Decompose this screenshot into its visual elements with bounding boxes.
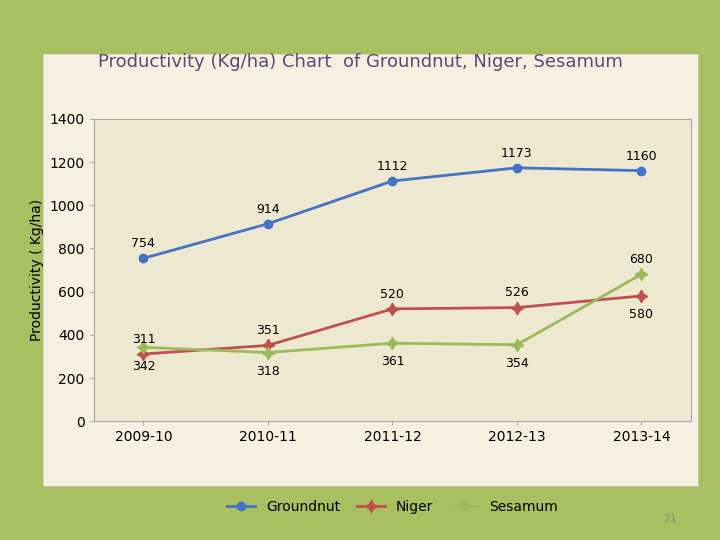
Text: 680: 680 — [629, 253, 653, 266]
Text: 520: 520 — [380, 288, 405, 301]
Text: 354: 354 — [505, 357, 528, 370]
Groundnut — [264, 220, 272, 227]
Text: 21: 21 — [662, 514, 677, 524]
Niger — [513, 305, 521, 311]
Groundnut — [513, 165, 521, 171]
Text: 342: 342 — [132, 360, 156, 373]
Text: 311: 311 — [132, 333, 156, 346]
Sesamum — [513, 341, 521, 348]
Sesamum — [264, 349, 272, 356]
Text: 361: 361 — [381, 355, 404, 368]
Line: Groundnut: Groundnut — [139, 164, 646, 262]
Groundnut — [139, 255, 148, 261]
Text: Productivity (Kg/ha) Chart  of Groundnut, Niger, Sesamum: Productivity (Kg/ha) Chart of Groundnut,… — [98, 53, 622, 71]
Text: 1112: 1112 — [377, 160, 408, 173]
Legend: Groundnut, Niger, Sesamum: Groundnut, Niger, Sesamum — [222, 495, 563, 520]
Y-axis label: Productivity ( Kg/ha): Productivity ( Kg/ha) — [30, 199, 44, 341]
Groundnut — [637, 167, 646, 174]
Sesamum — [388, 340, 397, 347]
Text: 318: 318 — [256, 364, 280, 378]
Niger — [264, 342, 272, 349]
Text: 580: 580 — [629, 308, 653, 321]
Line: Niger: Niger — [137, 289, 648, 360]
Text: 1173: 1173 — [501, 147, 533, 160]
Sesamum — [637, 271, 646, 278]
Line: Sesamum: Sesamum — [137, 268, 648, 359]
Text: 914: 914 — [256, 202, 279, 215]
Text: 754: 754 — [132, 237, 156, 250]
Niger — [637, 293, 646, 299]
Text: 351: 351 — [256, 325, 280, 338]
Text: 526: 526 — [505, 287, 528, 300]
Sesamum — [139, 344, 148, 350]
Text: 1160: 1160 — [626, 150, 657, 163]
Niger — [139, 351, 148, 357]
Niger — [388, 306, 397, 312]
Groundnut — [388, 178, 397, 184]
